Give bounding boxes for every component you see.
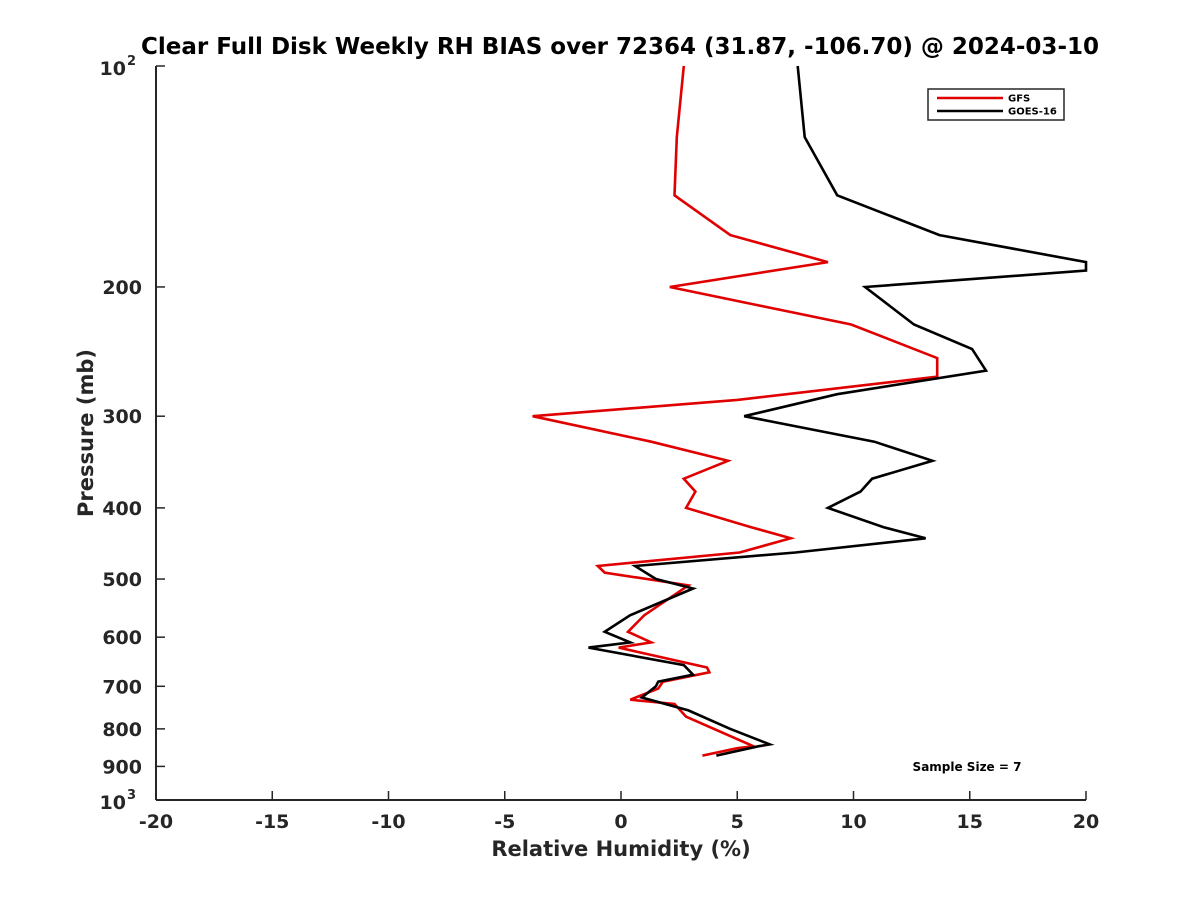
y-tick-label-exponent: 2 — [127, 54, 136, 69]
y-tick-label: 800 — [102, 719, 142, 741]
x-tick-label: 15 — [957, 811, 983, 833]
x-tick-label: -5 — [494, 811, 515, 833]
x-tick-label: 5 — [731, 811, 744, 833]
y-tick-label-exponent: 3 — [127, 788, 136, 803]
series-layer — [532, 65, 1088, 757]
legend-label: GOES-16 — [1008, 107, 1057, 118]
x-tick-label: 20 — [1073, 811, 1099, 833]
y-tick-label-base: 10 — [100, 792, 126, 814]
legend-label: GFS — [1008, 94, 1030, 105]
chart-title: Clear Full Disk Weekly RH BIAS over 7236… — [141, 34, 1099, 60]
x-tick-label: -10 — [371, 811, 405, 833]
series-line-goes-16 — [588, 65, 1088, 757]
plot-area: -20 -15 -10 -5 0 5 10 15 20 10 220030040050060070… — [100, 54, 1100, 833]
y-tick-label: 900 — [102, 756, 142, 778]
y-tick-label: 700 — [102, 676, 142, 698]
x-axis-ticks: -20 -15 -10 -5 0 5 10 15 20 — [139, 791, 1099, 833]
legend: GFS GOES-16 — [927, 88, 1065, 121]
x-tick-label: 10 — [840, 811, 866, 833]
y-tick-label: 10 2 — [100, 54, 137, 80]
x-tick-label: -20 — [139, 811, 173, 833]
x-tick-label: -15 — [255, 811, 289, 833]
y-tick-label: 200 — [102, 277, 142, 299]
y-tick-label-base: 10 — [100, 58, 126, 80]
x-axis-label: Relative Humidity (%) — [491, 837, 750, 861]
legend-box — [927, 88, 1065, 121]
x-tick-label: 0 — [614, 811, 627, 833]
y-tick-label: 400 — [102, 498, 142, 520]
y-tick-label: 300 — [102, 406, 142, 428]
y-tick-label: 10 3 — [100, 788, 137, 814]
y-tick-label: 600 — [102, 627, 142, 649]
series-line-gfs — [532, 65, 939, 757]
y-tick-label: 500 — [102, 569, 142, 591]
y-axis-label: Pressure (mb) — [74, 349, 98, 517]
sample-size-annotation: Sample Size = 7 — [913, 760, 1022, 774]
